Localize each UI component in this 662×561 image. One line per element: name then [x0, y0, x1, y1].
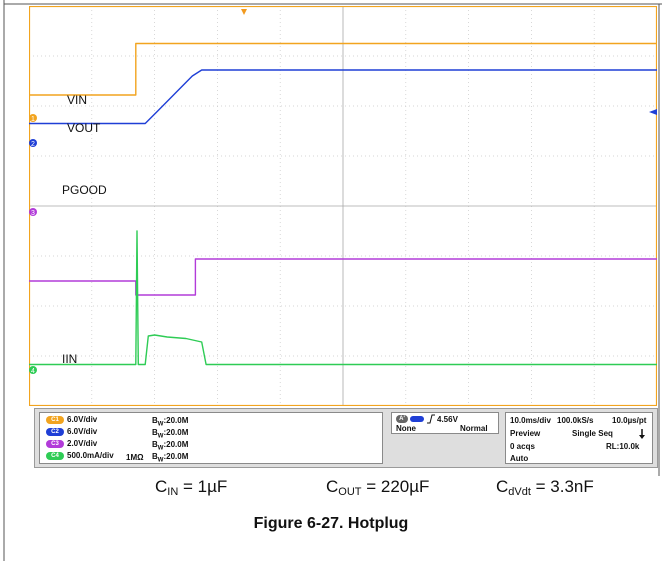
channel-2-scale: 6.0V/div [67, 427, 97, 436]
cin-symbol: C [155, 477, 167, 496]
channel-3-badge: C3 [46, 440, 64, 448]
channel-4-badge: C4 [46, 452, 64, 460]
channel-3-scale: 2.0V/div [67, 439, 97, 448]
channel-1-badge: C1 [46, 416, 64, 424]
label-iin: IIN [62, 352, 77, 366]
channel-1-settings[interactable]: C1 6.0V/div [46, 414, 97, 425]
channel-4-bw-value: :20.0M [163, 452, 188, 461]
trigger-source: None [396, 424, 416, 433]
channel-3-bandwidth: BW:20.0M [152, 440, 188, 452]
cin-condition: CIN = 1µF [155, 477, 227, 498]
cdvdt-subscript: dVdt [508, 486, 531, 498]
resolution: 10.0µs/pt [612, 416, 646, 425]
channel-2-bandwidth: BW:20.0M [152, 428, 188, 440]
trigger-settings-panel[interactable]: A' 4.56V None Normal [391, 412, 499, 434]
channel-4-coupling: 1MΩ [126, 453, 144, 462]
channel-settings-panel: C1 6.0V/div C2 6.0V/div C3 2.0V/div C4 5… [39, 412, 383, 464]
channel-1-marker-label: 1 [31, 116, 35, 123]
channel-4-scale: 500.0mA/div [67, 451, 114, 460]
trigger-mode: Normal [460, 424, 488, 433]
channel-4-settings[interactable]: C4 500.0mA/div [46, 450, 114, 461]
rising-edge-icon [426, 414, 436, 424]
channel-3-bw-value: :20.0M [163, 440, 188, 449]
label-pgood: PGOOD [62, 183, 107, 197]
channel-2-bw-value: :20.0M [163, 428, 188, 437]
channel-3-settings[interactable]: C3 2.0V/div [46, 438, 97, 449]
cout-value: = 220µF [362, 477, 430, 496]
channel-1-bw-value: :20.0M [163, 416, 188, 425]
trigger-source-swatch [410, 416, 424, 422]
cout-subscript: OUT [338, 486, 361, 498]
label-vin: VIN [67, 93, 87, 107]
cin-value: = 1µF [178, 477, 227, 496]
cdvdt-condition: CdVdt = 3.3nF [496, 477, 594, 498]
record-length: RL:10.0k [606, 442, 639, 451]
cdvdt-value: = 3.3nF [531, 477, 594, 496]
timebase: 10.0ms/div [510, 416, 551, 425]
channel-3-marker-label: 3 [31, 210, 35, 217]
channel-2-marker-label: 2 [31, 141, 35, 148]
oscilloscope-plot: VIN VOUT PGOOD IIN 1 2 3 4 [29, 6, 657, 406]
cin-subscript: IN [167, 486, 178, 498]
channel-2-settings[interactable]: C2 6.0V/div [46, 426, 97, 437]
acquisition-state: Preview [510, 429, 540, 438]
sample-rate: 100.0kS/s [557, 416, 593, 425]
sequence-mode: Single Seq [572, 429, 613, 438]
trigger-badge: A' [396, 415, 408, 423]
acquisition-count: 0 acqs [510, 442, 535, 451]
cout-symbol: C [326, 477, 338, 496]
channel-1-scale: 6.0V/div [67, 415, 97, 424]
label-vout: VOUT [67, 121, 101, 135]
cdvdt-symbol: C [496, 477, 508, 496]
figure-caption: Figure 6-27. Hotplug [0, 515, 662, 533]
trigger-auto-mode: Auto [510, 454, 528, 463]
trigger-level: 4.56V [437, 415, 458, 424]
channel-2-badge: C2 [46, 428, 64, 436]
scope-status-bar: C1 6.0V/div C2 6.0V/div C3 2.0V/div C4 5… [34, 408, 658, 468]
cout-condition: COUT = 220µF [326, 477, 429, 498]
acquisition-panel[interactable]: 10.0ms/div 100.0kS/s 10.0µs/pt Preview S… [505, 412, 653, 464]
channel-1-bandwidth: BW:20.0M [152, 416, 188, 428]
channel-4-bandwidth: BW:20.0M [152, 452, 188, 464]
channel-4-marker-label: 4 [31, 368, 35, 375]
arrow-down-icon [638, 428, 646, 440]
